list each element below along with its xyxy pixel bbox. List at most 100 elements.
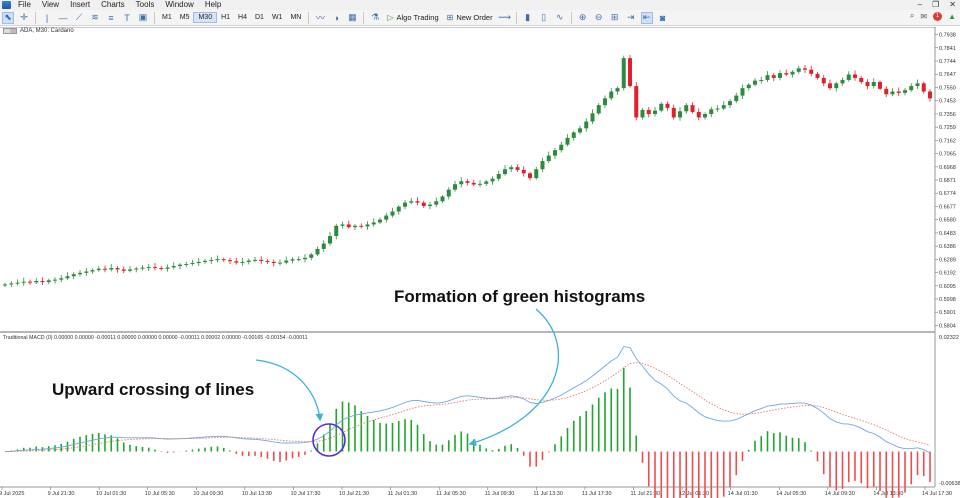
- timeframe-mn[interactable]: MN: [290, 14, 302, 21]
- line-chart-icon[interactable]: ∿: [555, 12, 564, 22]
- bull-candle: [196, 261, 201, 264]
- bear-candle: [896, 91, 901, 93]
- bull-candle: [446, 189, 451, 197]
- bull-candle: [684, 105, 689, 112]
- strategy-tester-icon[interactable]: ⚗: [371, 12, 380, 22]
- bear-candle: [271, 261, 276, 264]
- restore-icon[interactable]: ❐: [932, 0, 940, 9]
- price-tick-label: 0.7356: [939, 112, 956, 118]
- time-tick-label: 9 Jul 2025: [0, 491, 24, 497]
- price-tick-label: 0.7259: [939, 125, 956, 131]
- menu-tools[interactable]: Tools: [135, 0, 155, 9]
- timeframe-h4[interactable]: H4: [238, 14, 247, 21]
- tile-windows-icon[interactable]: ⊞: [610, 12, 619, 22]
- timeframe-m5[interactable]: M5: [179, 14, 190, 21]
- price-tick-label: 0.6677: [939, 204, 956, 210]
- timeframe-h1[interactable]: H1: [221, 14, 231, 21]
- zoom-in-icon[interactable]: ⊕: [578, 12, 587, 22]
- candles-icon[interactable]: ▯: [541, 12, 547, 22]
- menu-file[interactable]: File: [18, 0, 31, 9]
- auto-scroll-icon[interactable]: ⇥: [626, 12, 635, 22]
- bull-candle: [371, 222, 376, 225]
- signal-line: [5, 362, 931, 452]
- fibonacci-icon[interactable]: ≡: [108, 12, 114, 23]
- text-tool-icon[interactable]: T: [124, 12, 130, 23]
- bull-candle: [278, 262, 282, 264]
- bear-candle: [671, 107, 676, 118]
- chart-shift-icon[interactable]: ⇤: [640, 11, 653, 24]
- menu-view[interactable]: View: [41, 0, 60, 9]
- time-tick-label: 10 Jul 21:30: [339, 491, 369, 497]
- bear-candle: [884, 88, 889, 95]
- bull-candle: [546, 155, 551, 162]
- time-tick-label: 11 Jul 21:30: [631, 491, 661, 497]
- bull-candle: [3, 284, 7, 286]
- screenshot-icon[interactable]: ◙: [659, 12, 666, 23]
- bull-candle: [740, 88, 745, 96]
- bear-candle: [696, 111, 701, 118]
- price-tick-label: 0.6386: [939, 244, 956, 250]
- bull-candle: [728, 101, 732, 106]
- bull-candle: [678, 111, 682, 118]
- chart-canvas[interactable]: 0.7938 0.7841 0.7744 0.7647 0.7550 0.7453 0.73…: [0, 27, 960, 498]
- time-tick-label: 10 Jul 17:30: [290, 491, 320, 497]
- vertical-line-icon[interactable]: |: [45, 12, 49, 23]
- cursor-tool-icon[interactable]: ⬉: [2, 11, 14, 24]
- price-tick-label: 0.6483: [939, 231, 956, 237]
- bear-candle: [234, 261, 239, 263]
- bear-candle: [878, 81, 882, 89]
- timeframe-m1[interactable]: M1: [162, 14, 172, 21]
- menu-insert[interactable]: Insert: [70, 0, 91, 9]
- main-toolbar: ⬉ ✛ | — ⟋ ≋ ≡ T ▣ M1 M5 M30 H1 H4 D1 W1 …: [0, 10, 960, 26]
- notifications-icon[interactable]: ✉: [920, 11, 928, 21]
- time-tick-label: 11 Jul 09:30: [485, 491, 515, 497]
- bear-candle: [265, 260, 270, 262]
- bull-candle: [478, 183, 482, 185]
- bull-candle: [840, 79, 845, 84]
- trendline-icon[interactable]: ⟋: [75, 12, 83, 22]
- chart-type-icon[interactable]: 〰: [315, 13, 325, 23]
- symbol-text: ADA, M30: Cardano: [20, 28, 74, 34]
- shapes-icon[interactable]: ▣: [138, 12, 148, 22]
- timeframe-w1[interactable]: W1: [271, 14, 283, 21]
- bull-candle: [659, 103, 664, 111]
- time-tick-label: 11 Jul 13:30: [533, 491, 563, 497]
- bull-candle: [390, 211, 395, 216]
- bear-candle: [690, 105, 695, 112]
- bull-candle: [903, 90, 907, 93]
- toolbar-separator: [570, 11, 572, 24]
- bull-candle: [284, 260, 289, 263]
- close-icon[interactable]: ✕: [949, 0, 956, 9]
- bull-candle: [909, 86, 914, 91]
- toolbar-separator: [308, 11, 310, 24]
- new-order-label: New Order: [456, 13, 493, 22]
- time-tick-label: 11 Jul 17:30: [582, 491, 612, 497]
- crosshair-icon[interactable]: ✛: [20, 12, 28, 22]
- algo-trading-button[interactable]: ▷ Algo Trading: [383, 12, 442, 23]
- bear-candle: [528, 173, 532, 179]
- menu-window[interactable]: Window: [165, 0, 194, 9]
- timeframe-m30[interactable]: M30: [193, 12, 218, 23]
- channel-icon[interactable]: ≋: [91, 12, 99, 22]
- color-scheme-icon[interactable]: ◑: [333, 12, 340, 23]
- menu-help[interactable]: Help: [204, 0, 222, 9]
- bull-candle: [890, 91, 895, 95]
- signals-icon[interactable]: ▲: [948, 11, 956, 21]
- bear-candle: [771, 75, 776, 78]
- bull-candle: [596, 105, 601, 114]
- bull-candle: [46, 280, 51, 283]
- annotation-upward-crossing: Upward crossing of lines: [52, 380, 255, 399]
- bear-candle: [628, 58, 632, 87]
- zoom-out-icon[interactable]: ⊖: [594, 12, 603, 22]
- templates-icon[interactable]: ▦: [348, 12, 357, 22]
- signal-icon[interactable]: ⟿: [498, 12, 512, 22]
- bull-candle: [571, 132, 576, 138]
- new-order-button[interactable]: ⊞ New Order: [443, 12, 497, 23]
- search-icon[interactable]: ⌕: [909, 11, 915, 20]
- bar-chart-icon[interactable]: ▮: [525, 12, 531, 22]
- menu-charts[interactable]: Charts: [101, 0, 125, 9]
- timeframe-d1[interactable]: D1: [255, 14, 264, 21]
- horizontal-line-icon[interactable]: —: [58, 12, 68, 23]
- minimize-icon[interactable]: –: [917, 0, 923, 9]
